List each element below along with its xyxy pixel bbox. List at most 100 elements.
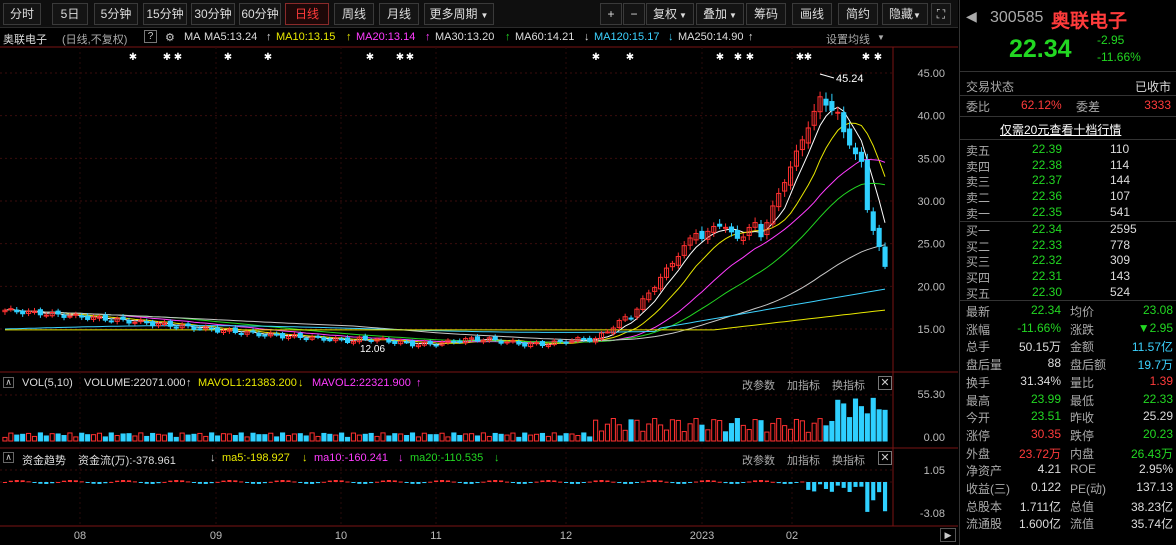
flow-bar — [109, 481, 114, 483]
flow-bar — [735, 482, 740, 484]
volume-bar — [8, 432, 14, 442]
volume-bar — [575, 434, 581, 442]
flow-add-indicator-button[interactable]: 加指标 — [787, 455, 820, 467]
candle — [404, 341, 410, 344]
candle — [463, 338, 469, 344]
candle — [551, 340, 557, 346]
candle — [138, 319, 144, 323]
volume-bar — [61, 435, 67, 442]
candle — [722, 226, 729, 229]
tab-monthly[interactable]: 月线 — [379, 3, 419, 25]
candle — [315, 335, 321, 338]
volume-bar — [327, 433, 333, 442]
adjust-dropdown[interactable]: 复权 ▼ — [646, 3, 694, 25]
more-periods-dropdown[interactable]: 更多周期 ▼ — [424, 3, 494, 25]
stat-label: 收益(三) — [966, 482, 1010, 496]
close-icon[interactable]: ✕ — [878, 451, 892, 465]
scroll-arrow-icon[interactable]: ▶ — [940, 528, 956, 542]
collapse-icon[interactable]: ∧ — [3, 452, 14, 463]
flow-bar — [487, 480, 492, 482]
hide-dropdown[interactable]: 隐藏▼ — [882, 3, 928, 25]
stat-value: 23.99 — [1030, 391, 1061, 406]
volume-panel-header: ∧ VOL(5,10) VOLUME:22071.000 ↑ MAVOL1:21… — [0, 375, 900, 393]
candle — [581, 337, 587, 341]
volume-bar — [356, 434, 362, 442]
candle — [250, 330, 256, 333]
stock-name: 奥联电子 — [3, 34, 47, 46]
zoom-out-button[interactable]: − — [623, 3, 645, 25]
vol-switch-indicator-button[interactable]: 换指标 — [832, 380, 865, 392]
volume-bar — [663, 429, 670, 442]
volume-bar — [439, 432, 445, 442]
candle — [533, 342, 540, 345]
ma-line-30 — [4, 182, 886, 343]
ma-settings-button[interactable]: 设置均线 — [826, 34, 870, 46]
tab-30min[interactable]: 30分钟 — [191, 3, 235, 25]
flow-bar — [32, 482, 37, 483]
ask-row: 卖四 22.38 114 — [960, 157, 1176, 174]
tab-daily[interactable]: 日线 — [285, 3, 329, 25]
draw-line-button[interactable]: 画线 — [792, 3, 832, 25]
volume-bar — [173, 436, 179, 442]
flow-bar — [865, 482, 870, 512]
ask-volume: 541 — [1110, 204, 1131, 219]
main-chart[interactable]: 45.00 40.00 35.00 30.00 25.00 20.00 15.00 55.30… — [0, 0, 958, 545]
bid-volume: 2595 — [1110, 222, 1137, 236]
collapse-icon[interactable]: ∧ — [3, 377, 14, 388]
volume-bar — [474, 435, 481, 442]
flow-bar — [711, 480, 716, 482]
flow-bar — [103, 482, 108, 484]
collapse-panel-icon[interactable]: ◀ — [966, 8, 977, 24]
stat-value: 26.43万 — [1130, 446, 1173, 461]
volume-bar — [108, 432, 114, 442]
volume-bar — [220, 433, 227, 442]
up-arrow-icon: ↑ — [505, 31, 511, 43]
tab-15min[interactable]: 15分钟 — [143, 3, 187, 25]
tab-60min[interactable]: 60分钟 — [239, 3, 281, 25]
candle — [309, 336, 315, 340]
ma60-value: MA60:14.21 — [515, 31, 575, 43]
fullscreen-icon[interactable]: ⛶ — [931, 3, 951, 25]
tab-5day[interactable]: 5日 — [52, 3, 88, 25]
candle — [67, 315, 73, 318]
candle — [203, 326, 209, 330]
candle — [699, 230, 705, 240]
flow-bar — [841, 482, 846, 488]
volume-bar — [309, 432, 315, 442]
flow-bar — [221, 480, 226, 482]
stat-value: 19.7万 — [1137, 358, 1173, 373]
chips-button[interactable]: 筹码 — [746, 3, 786, 25]
zoom-in-button[interactable]: + — [600, 3, 622, 25]
simple-button[interactable]: 简约 — [838, 3, 878, 25]
volume-bar — [120, 433, 126, 442]
help-icon[interactable]: ? — [144, 30, 157, 43]
flow-bar — [20, 480, 25, 482]
price-axis-label: 25.00 — [917, 239, 945, 251]
close-icon[interactable]: ✕ — [878, 376, 892, 390]
bid-label: 买三 — [966, 255, 991, 270]
volume-bar — [640, 430, 646, 442]
ask-row: 卖二 22.36 107 — [960, 188, 1176, 205]
volume-bar — [31, 435, 38, 442]
flow-bar — [357, 482, 362, 484]
flow-bar — [56, 481, 61, 483]
candle — [516, 341, 522, 345]
flow-switch-indicator-button[interactable]: 换指标 — [832, 455, 865, 467]
candle — [799, 139, 805, 151]
overlay-dropdown[interactable]: 叠加 ▼ — [696, 3, 744, 25]
stat-row: 涨幅 -11.66% 涨跌 ▼2.95 — [960, 320, 1176, 337]
tab-timeshare[interactable]: 分时 — [3, 3, 41, 25]
vol-edit-params-button[interactable]: 改参数 — [742, 380, 775, 392]
flow-bar — [351, 482, 356, 483]
flow-bar — [8, 480, 13, 482]
stat-label: 流值 — [1070, 517, 1095, 532]
flow-edit-params-button[interactable]: 改参数 — [742, 455, 775, 467]
ask-price: 22.37 — [1032, 173, 1063, 188]
volume-bar — [841, 403, 847, 442]
vol-add-indicator-button[interactable]: 加指标 — [787, 380, 820, 392]
tab-weekly[interactable]: 周线 — [334, 3, 374, 25]
gear-icon[interactable]: ⚙ — [165, 32, 175, 44]
tab-5min[interactable]: 5分钟 — [94, 3, 138, 25]
volume-bar — [545, 435, 551, 442]
level10-promo-link[interactable]: 仅需20元查看十档行情 — [1000, 123, 1122, 137]
